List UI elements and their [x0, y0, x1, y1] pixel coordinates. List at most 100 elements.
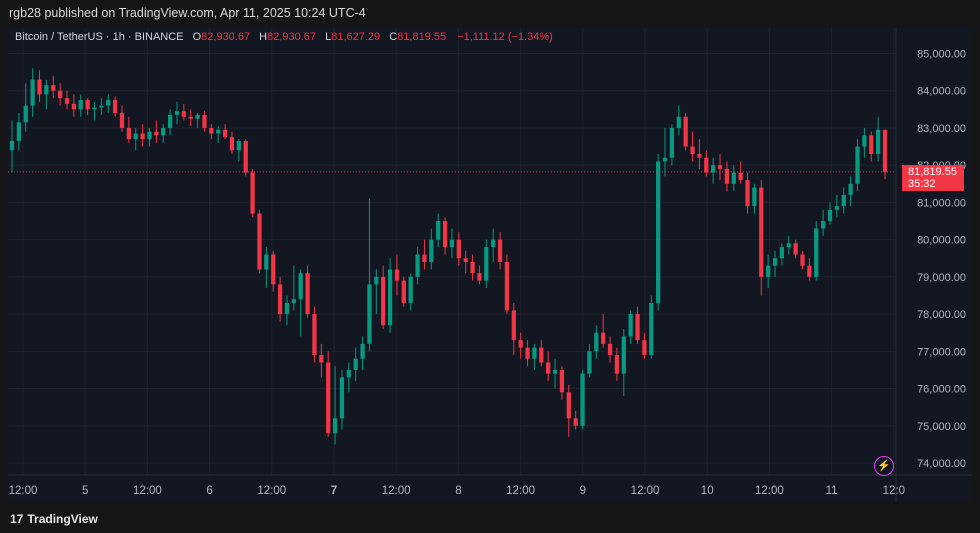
candle-body: [882, 129, 888, 172]
x-tick-label: 12:00: [506, 485, 535, 497]
x-tick-label: 5: [82, 485, 88, 497]
candle-body: [216, 129, 221, 134]
candle-body: [367, 284, 372, 344]
candle-body: [319, 355, 324, 363]
candle-body: [855, 146, 860, 184]
candle-body: [711, 165, 716, 173]
candle-body: [759, 187, 764, 277]
x-tick-label: 12:0: [883, 485, 905, 497]
candle-body: [738, 172, 743, 181]
candle-body: [697, 154, 702, 158]
candle-body: [504, 261, 510, 311]
x-tick-label: 12:00: [755, 485, 784, 497]
x-tick-label: 12:00: [133, 485, 162, 497]
candle-body: [133, 133, 138, 140]
candle-body: [174, 111, 180, 115]
candle-body: [649, 302, 654, 356]
y-tick-label: 75,000.00: [917, 421, 966, 433]
candle-body: [147, 131, 152, 140]
x-tick-label: 12:00: [9, 485, 38, 497]
x-tick-label: 12:00: [631, 485, 660, 497]
candle-body: [580, 373, 585, 426]
bar-countdown: 35:32: [908, 178, 936, 190]
candle-body: [442, 221, 448, 248]
x-tick-label: 8: [455, 485, 461, 497]
candle-body: [161, 127, 166, 136]
open-label: O: [192, 31, 202, 43]
symbol-title[interactable]: Bitcoin / TetherUS · 1h · BINANCE: [15, 31, 184, 43]
chart-pane[interactable]: [8, 28, 972, 502]
candle-body: [167, 114, 173, 128]
candle-body: [85, 100, 90, 110]
candle-body: [188, 116, 193, 119]
tradingview-logo-icon: 17: [10, 512, 24, 526]
candle-body: [106, 100, 111, 106]
candle-body: [195, 114, 200, 119]
candle-body: [326, 362, 331, 434]
y-tick-label: 77,000.00: [917, 346, 966, 358]
candle-body: [470, 261, 475, 274]
candle-body: [339, 377, 345, 419]
candle-body: [408, 276, 413, 303]
candle-body: [463, 258, 468, 262]
x-tick-label: 12:00: [382, 485, 411, 497]
candle-body: [573, 418, 578, 426]
candle-body: [257, 213, 262, 270]
y-tick-label: 74,000.00: [917, 458, 966, 470]
footer-brand[interactable]: 17 TradingView: [10, 512, 98, 526]
candle-body: [64, 98, 70, 104]
candle-body: [621, 336, 626, 374]
candle-body: [284, 302, 290, 315]
candle-body: [552, 369, 558, 374]
y-tick-label: 84,000.00: [917, 86, 966, 98]
candle-body: [676, 116, 681, 128]
candle-body: [23, 105, 28, 123]
candle-body: [243, 140, 248, 173]
candle-body: [532, 347, 537, 359]
candle-body: [112, 100, 118, 114]
candle-body: [436, 221, 441, 240]
candle-body: [271, 254, 276, 285]
candle-body: [656, 161, 661, 303]
y-tick-label: 76,000.00: [917, 384, 966, 396]
candle-body: [642, 340, 647, 356]
candle-body: [566, 392, 571, 419]
candle-body: [202, 114, 207, 128]
candle-body: [752, 187, 757, 207]
candle-body: [71, 103, 76, 110]
x-tick-label: 10: [701, 485, 714, 497]
open-value: 82,930.67: [201, 31, 251, 43]
x-tick-label: 12:00: [257, 485, 286, 497]
candle-body: [119, 113, 125, 128]
candle-body: [415, 254, 420, 277]
candle-body: [800, 254, 805, 266]
candle-body: [827, 209, 833, 222]
y-tick-label: 80,000.00: [917, 235, 966, 247]
candle-body: [662, 157, 668, 162]
candle-body: [360, 343, 365, 359]
low-label: L: [325, 31, 332, 43]
candle-body: [704, 157, 709, 173]
low-value: 81,627.29: [331, 31, 381, 43]
candle-body: [724, 168, 730, 184]
candle-body: [92, 107, 97, 110]
candle-body: [875, 129, 881, 155]
close-value: 81,819.55: [397, 31, 447, 43]
candle-body: [539, 347, 544, 363]
candle-body: [635, 314, 640, 341]
published-caption: rgb28 published on TradingView.com, Apr …: [9, 6, 366, 20]
x-tick-label: 9: [580, 485, 586, 497]
candle-body: [78, 100, 83, 110]
candle-body: [807, 265, 812, 277]
candle-body: [140, 133, 145, 140]
candle-body: [766, 265, 771, 277]
x-tick-label: 11: [826, 485, 838, 497]
lightning-icon[interactable]: ⚡: [874, 456, 894, 476]
candle-body: [814, 228, 819, 277]
candle-body: [821, 221, 826, 229]
candle-body: [374, 276, 379, 285]
candle-body: [690, 146, 695, 155]
candle-body: [264, 254, 269, 270]
candle-body: [456, 239, 461, 259]
